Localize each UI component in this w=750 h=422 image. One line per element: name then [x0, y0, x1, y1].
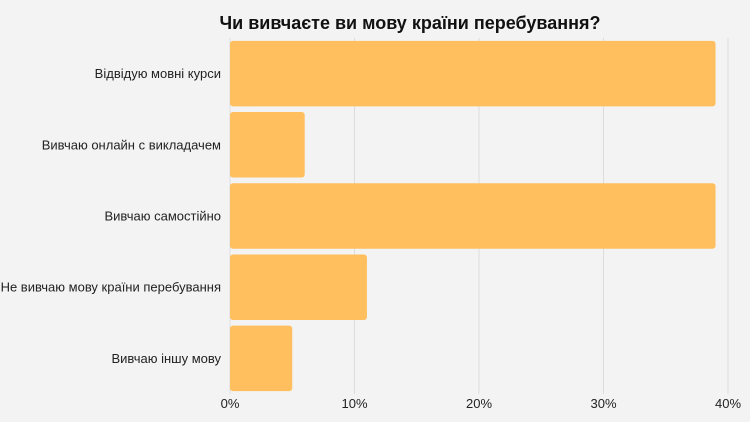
chart-title: Чи вивчаєте ви мову країни перебування? — [220, 13, 601, 33]
x-tick-label: 0% — [221, 396, 240, 411]
x-tick-label: 20% — [466, 396, 492, 411]
category-label: Не вивчаю мову країни перебування — [1, 280, 221, 295]
bar — [230, 112, 305, 178]
bars — [230, 40, 716, 392]
x-tick-label: 10% — [341, 396, 367, 411]
category-label: Вивчаю самостійно — [104, 209, 221, 224]
category-label: Вивчаю іншу мову — [111, 351, 221, 366]
x-tick-label: 40% — [715, 396, 741, 411]
bar — [230, 254, 367, 320]
category-label: Відвідую мовні курси — [95, 66, 221, 81]
category-labels: Відвідую мовні курси Вивчаю онлайн с викл… — [1, 66, 222, 366]
category-label: Вивчаю онлайн с викладачем — [42, 137, 221, 152]
bar — [230, 183, 716, 249]
bar — [230, 40, 716, 107]
x-axis-ticks: 0% 10% 20% 30% 40% — [221, 396, 742, 411]
bar — [230, 325, 293, 392]
x-tick-label: 30% — [590, 396, 616, 411]
